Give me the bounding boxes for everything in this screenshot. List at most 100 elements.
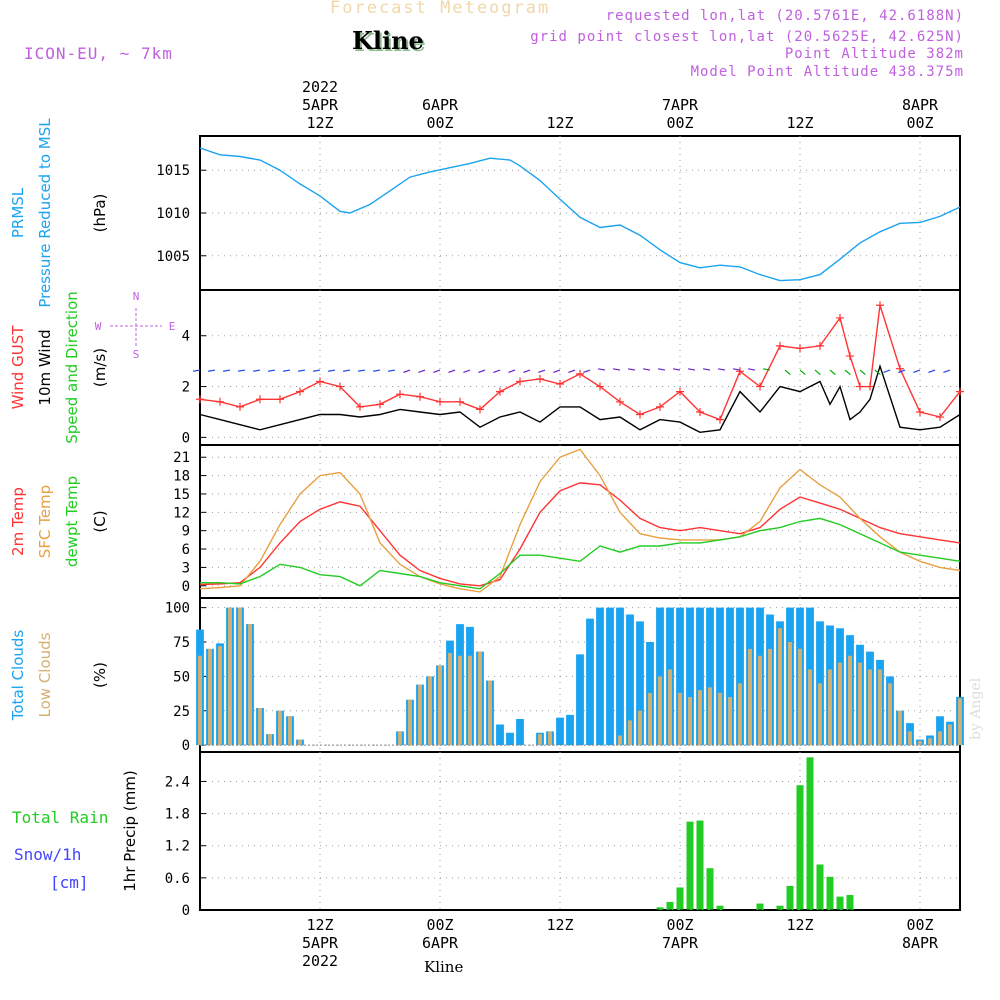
gust-marker [316,377,324,386]
gust-marker [476,405,484,414]
y-axis-label: (m/s) [91,348,109,387]
wind-direction-arrow [598,368,606,371]
gust-marker [816,341,824,350]
wind-direction-arrow [898,369,906,373]
bar-low-clouds [198,655,202,746]
wind-direction-arrow [883,369,891,373]
author-credit: by Angel [968,677,984,740]
bar-low-clouds [898,710,902,746]
wind-direction-arrow [943,369,951,373]
y-axis-label: PRMSL [9,187,27,238]
y-tick-label: 1005 [156,249,190,265]
wind-direction-arrow [373,369,381,372]
bar-low-clouds [688,697,692,746]
gust-marker [216,397,224,406]
gust-marker [336,382,344,391]
gust-marker [636,410,644,419]
gust-marker [596,382,604,391]
bar-low-clouds [928,738,932,746]
bar-total-clouds [716,607,724,746]
bar-low-clouds [758,655,762,746]
gust-marker [796,344,804,353]
wind-direction-arrow [523,369,531,373]
panel-frame [199,289,961,446]
y-tick-label: 100 [165,601,190,617]
bar-total-clouds [686,607,694,746]
bar-rain [826,876,834,910]
wind-direction-arrow [283,369,291,372]
bar-low-clouds [208,648,212,746]
bar-low-clouds [808,669,812,746]
precip-side-label: Total Rain [12,808,108,827]
bar-low-clouds [858,662,862,746]
bar-total-clouds [616,607,624,746]
bar-total-clouds [936,716,944,746]
gust-marker [656,402,664,411]
wind-direction-arrow [448,369,456,373]
bar-low-clouds [238,607,242,746]
top-time-label: 12Z [546,114,573,132]
bar-low-clouds [838,662,842,746]
wind-direction-arrow [403,369,411,373]
wind-direction-arrow [268,369,276,372]
gust-marker [236,402,244,411]
y-tick-label: 1.2 [165,839,190,855]
gust-marker [616,397,624,406]
bar-total-clouds [726,607,734,746]
bar-rain [796,785,804,910]
bar-total-clouds [586,618,594,746]
top-time-label: 8APR [902,96,939,114]
bar-low-clouds [888,683,892,746]
wind-direction-arrow [874,369,881,376]
gust-marker [836,313,844,322]
bottom-time-label: 12Z [306,916,333,934]
wind-direction-arrow [799,369,806,376]
gust-marker [736,367,744,376]
wind-direction-arrow [748,368,756,371]
bar-low-clouds [658,676,662,746]
wind-direction-arrow [733,368,741,371]
y-tick-label: 1.8 [165,807,190,823]
gust-marker [256,395,264,404]
bottom-time-label: 00Z [426,916,453,934]
y-axis-label: 1hr Precip (mm) [121,770,139,891]
bar-total-clouds [736,607,744,746]
bar-low-clouds [828,669,832,746]
y-axis-label: 10m Wind [36,329,54,405]
top-time-label: 12Z [786,114,813,132]
bar-low-clouds [618,735,622,746]
bar-low-clouds [798,648,802,746]
top-time-label: 00Z [906,114,933,132]
bar-low-clouds [278,710,282,746]
bar-total-clouds [566,714,574,746]
y-axis-label: SFC Temp [36,485,54,558]
compass-west-label: W [95,320,102,333]
wind-direction-arrow [538,369,546,373]
bar-low-clouds [428,676,432,746]
bar-total-clouds [676,607,684,746]
bar-rain [656,907,664,910]
y-tick-label: 12 [173,505,190,521]
wind-direction-arrow [829,369,836,376]
bar-low-clouds [478,651,482,746]
y-tick-label: 0 [182,738,190,754]
panel-2: 0 3 6 9 12 15 18 21 2m Temp SFC Temp dewpt Temp (C) [9,444,961,599]
point-altitude: Point Altitude 382m [784,46,964,62]
bar-total-clouds [506,732,514,746]
bar-low-clouds [938,731,942,746]
gust-marker [776,341,784,350]
wind-direction-arrow [343,369,351,372]
wind-direction-arrow [508,369,516,373]
wind-direction-arrow [433,369,441,373]
y-axis-label: (hPa) [91,194,109,233]
wind-direction-arrow [238,369,246,372]
bar-low-clouds [748,648,752,746]
gust-marker [536,374,544,383]
y-tick-label: 0 [182,903,190,919]
gust-marker [846,352,854,361]
wind-direction-arrow [553,369,561,373]
gust-marker [556,380,564,389]
bar-total-clouds [496,724,504,746]
